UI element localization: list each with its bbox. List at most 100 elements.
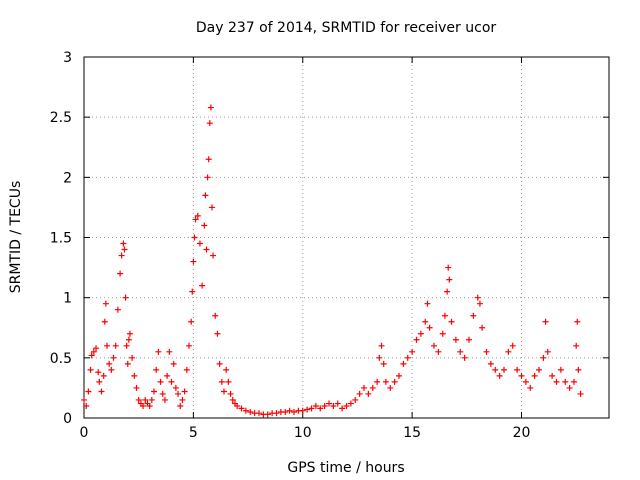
data-point [286, 407, 293, 414]
data-point [214, 330, 221, 337]
data-point [404, 354, 411, 361]
data-point [106, 360, 113, 367]
data-point [439, 330, 446, 337]
data-point [562, 378, 569, 385]
data-point [100, 372, 107, 379]
data-point [101, 318, 108, 325]
data-point [172, 384, 179, 391]
y-tick-label: 2.5 [50, 110, 72, 126]
data-point [514, 366, 521, 373]
y-tick-label: 1 [63, 291, 72, 307]
data-point [549, 372, 556, 379]
data-point [159, 390, 166, 397]
data-point [387, 384, 394, 391]
data-point [247, 408, 254, 415]
data-point [194, 212, 201, 219]
data-point [120, 240, 127, 247]
data-point [155, 348, 162, 355]
data-point [339, 405, 346, 412]
data-point [505, 348, 512, 355]
x-tick-label: 15 [403, 425, 421, 441]
chart-title: Day 237 of 2014, SRMTID for receiver uco… [196, 20, 497, 36]
data-point [378, 342, 385, 349]
data-point [210, 252, 217, 259]
data-point [474, 294, 481, 301]
data-point [90, 348, 97, 355]
y-tick-label: 2 [63, 170, 72, 186]
data-point [242, 407, 249, 414]
data-point [476, 300, 483, 307]
y-tick-label: 3 [63, 50, 72, 66]
data-point [299, 407, 306, 414]
data-point [203, 246, 210, 253]
data-point [103, 342, 110, 349]
data-point [531, 372, 538, 379]
data-point [191, 234, 198, 241]
data-point [317, 405, 324, 412]
data-point [205, 156, 212, 163]
data-point [122, 294, 129, 301]
data-point [238, 405, 245, 412]
data-point [153, 366, 160, 373]
data-point [186, 342, 192, 349]
data-point [129, 354, 136, 361]
x-tick-label: 20 [513, 425, 531, 441]
data-point [85, 388, 92, 395]
data-point [571, 378, 577, 385]
data-point [140, 402, 147, 409]
data-point [321, 402, 328, 409]
x-tick-label: 10 [294, 425, 312, 441]
data-point [431, 342, 437, 349]
data-point [496, 372, 503, 379]
data-point [544, 348, 551, 355]
data-point [189, 288, 196, 295]
data-point [229, 396, 236, 403]
data-point [216, 360, 223, 367]
data-point [126, 330, 133, 337]
data-point [347, 400, 354, 407]
data-point [83, 402, 90, 409]
data-point [435, 348, 442, 355]
data-point [256, 410, 262, 417]
data-point [374, 378, 381, 385]
data-point [446, 276, 453, 283]
data-point [146, 402, 153, 409]
x-tick-label: 5 [189, 425, 198, 441]
data-point [557, 366, 564, 373]
data-point [417, 330, 424, 337]
data-point [308, 405, 315, 412]
data-point [540, 354, 547, 361]
data-point [221, 388, 227, 395]
data-point [95, 369, 102, 376]
data-point [218, 378, 225, 385]
data-point [445, 264, 452, 271]
data-point [223, 366, 230, 373]
data-point [202, 192, 209, 199]
data-point [179, 396, 186, 403]
data-point [124, 360, 131, 367]
data-point [380, 360, 387, 367]
data-point [133, 384, 140, 391]
y-tick-labels: 0 0.5 1 1.5 2 2.5 3 [50, 50, 72, 427]
data-point [326, 400, 332, 407]
data-point [444, 288, 451, 295]
data-point [164, 372, 171, 379]
data-point [227, 390, 234, 397]
data-point [117, 270, 124, 277]
data-point [382, 378, 389, 385]
data-point [391, 378, 398, 385]
data-point [356, 390, 363, 397]
data-point [135, 396, 142, 403]
data-point [170, 360, 177, 367]
data-point [452, 336, 459, 343]
data-point [376, 354, 383, 361]
data-point [553, 378, 560, 385]
data-point [151, 388, 157, 395]
data-point [282, 408, 289, 415]
data-point [487, 360, 494, 367]
data-point [112, 342, 119, 349]
data-point [369, 384, 376, 391]
data-point [168, 378, 175, 385]
